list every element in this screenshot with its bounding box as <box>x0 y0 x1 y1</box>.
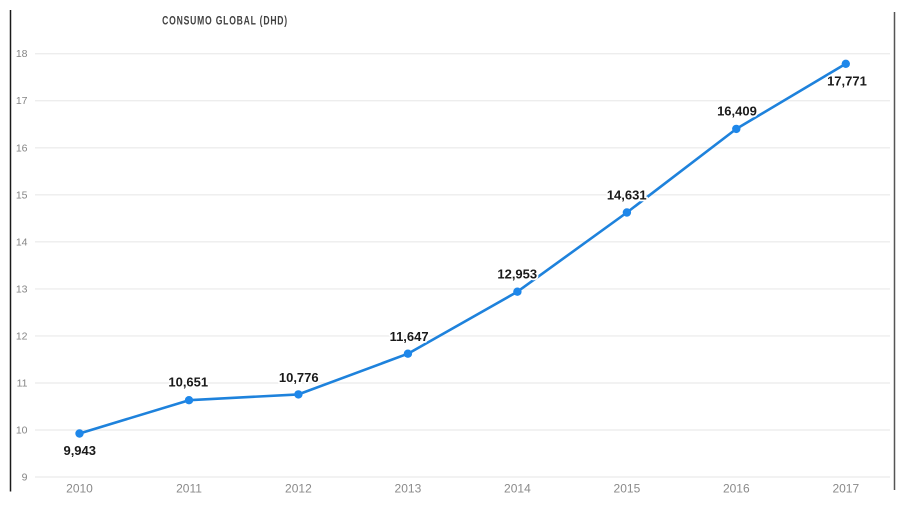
svg-text:16: 16 <box>16 142 28 154</box>
svg-text:CONSUMO GLOBAL (DHD): CONSUMO GLOBAL (DHD) <box>162 16 288 28</box>
svg-text:13: 13 <box>16 283 28 295</box>
svg-text:14: 14 <box>16 236 28 248</box>
svg-text:17,771: 17,771 <box>827 74 867 89</box>
svg-text:17: 17 <box>16 95 28 107</box>
svg-text:12: 12 <box>16 330 28 342</box>
svg-text:9,943: 9,943 <box>63 443 96 458</box>
svg-text:11,647: 11,647 <box>390 329 429 344</box>
svg-text:10,776: 10,776 <box>279 370 319 385</box>
svg-text:2014: 2014 <box>504 482 531 496</box>
svg-text:12,953: 12,953 <box>497 267 537 282</box>
svg-text:15: 15 <box>16 189 28 201</box>
svg-text:9: 9 <box>22 472 28 484</box>
svg-text:18: 18 <box>16 48 28 60</box>
svg-text:2016: 2016 <box>723 482 750 496</box>
svg-text:2010: 2010 <box>66 482 93 496</box>
svg-text:2017: 2017 <box>832 482 859 496</box>
svg-text:10,651: 10,651 <box>168 375 208 390</box>
svg-text:2015: 2015 <box>614 482 641 496</box>
svg-text:2012: 2012 <box>285 482 312 496</box>
svg-text:11: 11 <box>17 378 28 390</box>
svg-text:2011: 2011 <box>176 482 202 496</box>
svg-text:10: 10 <box>16 425 28 437</box>
svg-text:2013: 2013 <box>395 482 422 496</box>
svg-text:14,631: 14,631 <box>607 188 647 203</box>
svg-text:16,409: 16,409 <box>717 104 757 119</box>
